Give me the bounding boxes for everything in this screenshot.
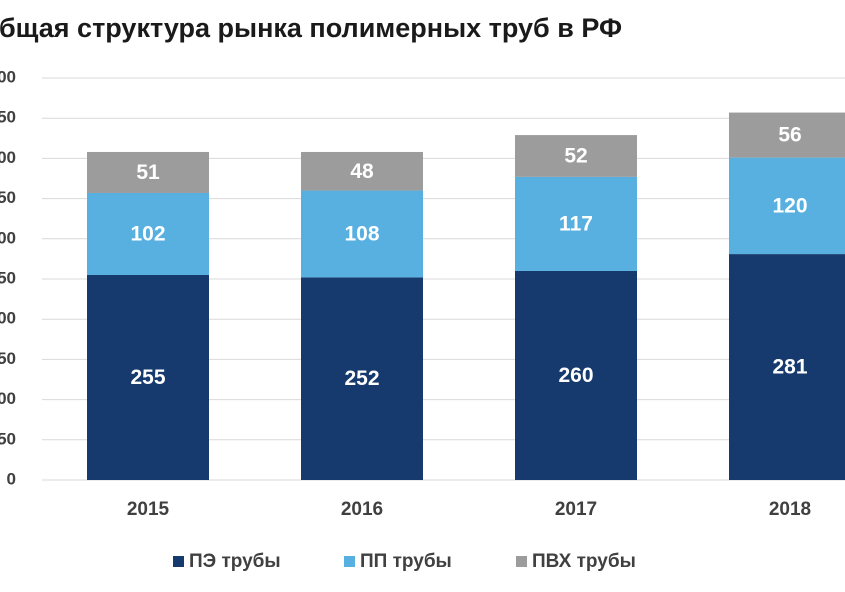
bar-segment	[515, 135, 637, 177]
bar-segment	[87, 274, 209, 480]
bar-segment	[729, 157, 845, 255]
x-tick-label: 2016	[341, 499, 383, 520]
y-tick-label: 150	[0, 349, 16, 368]
x-tick-label: 2015	[127, 499, 170, 520]
data-label: 281	[772, 356, 807, 379]
bar-segment	[515, 270, 637, 480]
data-label: 56	[778, 124, 801, 147]
chart-title: бщая структура рынка полимерных труб в Р…	[0, 13, 622, 43]
data-label: 260	[558, 364, 593, 387]
data-label: 252	[344, 367, 379, 390]
legend-swatch	[344, 556, 355, 567]
legend-label: ПП трубы	[360, 551, 452, 572]
y-tick-label: 450	[0, 108, 16, 127]
bar-segment	[301, 190, 423, 278]
data-label: 108	[344, 223, 379, 246]
bar-segment	[301, 151, 423, 191]
data-label: 120	[772, 194, 807, 217]
bar-segment	[515, 176, 637, 271]
data-label: 52	[564, 145, 587, 168]
bar-segment	[301, 277, 423, 480]
data-label: 51	[136, 161, 160, 184]
bar-segment	[729, 254, 845, 480]
x-tick-label: 2018	[769, 499, 811, 520]
y-tick-label: 50	[0, 429, 16, 448]
y-tick-label: 250	[0, 268, 16, 287]
bar-segment	[729, 112, 845, 158]
y-tick-label: 350	[0, 188, 16, 207]
legend-label: ПЭ трубы	[189, 551, 281, 572]
bar-segment	[87, 192, 209, 275]
data-label: 102	[130, 223, 165, 246]
data-label: 117	[559, 212, 593, 235]
y-tick-label: 200	[0, 309, 16, 328]
legend-label: ПВХ трубы	[532, 551, 636, 572]
y-tick-label: 400	[0, 148, 16, 167]
x-tick-label: 2017	[555, 499, 597, 520]
bar-segment	[87, 151, 209, 193]
y-tick-label: 0	[7, 469, 16, 488]
legend-swatch	[173, 556, 184, 567]
y-tick-label: 300	[0, 228, 16, 247]
legend-swatch	[516, 556, 527, 567]
y-tick-label: 500	[0, 67, 16, 86]
y-tick-label: 100	[0, 389, 16, 408]
data-label: 48	[350, 160, 374, 183]
data-label: 255	[130, 366, 165, 389]
